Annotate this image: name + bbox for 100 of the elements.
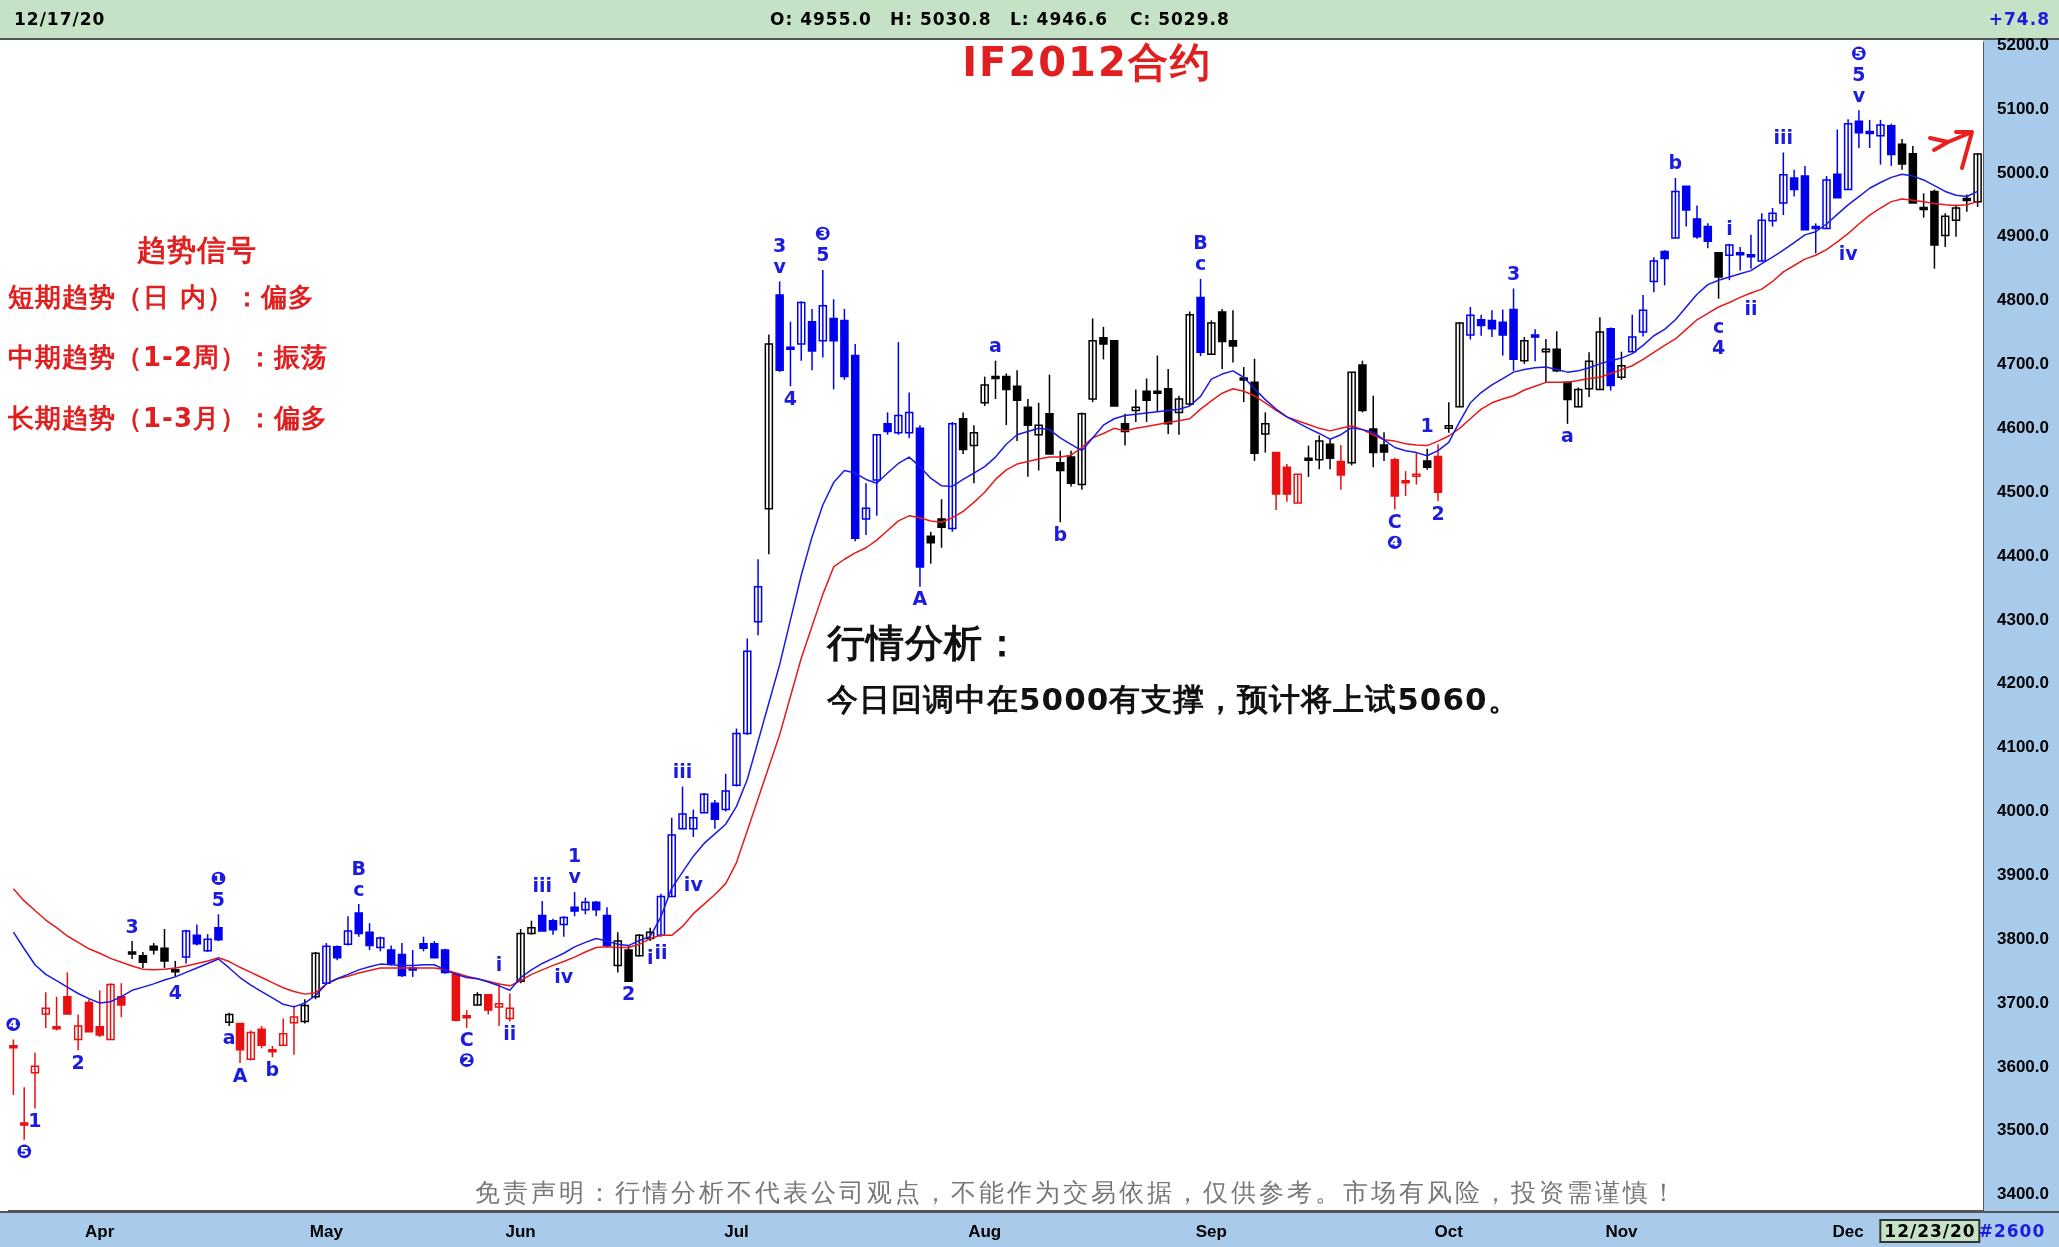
text: iv [554, 965, 574, 988]
y-tick-label: 4500.0 [1997, 481, 2049, 501]
candlestick [721, 773, 730, 813]
text: A [912, 587, 928, 610]
y-tick-label: 3900.0 [1997, 865, 2049, 885]
candlestick [1207, 319, 1216, 356]
text: 2 [71, 1050, 85, 1073]
candlestick [635, 933, 644, 958]
candlestick [743, 637, 752, 736]
text: b [1053, 522, 1068, 545]
candlestick [818, 269, 828, 359]
text: 3 v [773, 233, 787, 277]
candlestick [1649, 256, 1659, 294]
annotation: 趋势信号 [137, 232, 257, 269]
y-tick-label: 4700.0 [1997, 354, 2049, 374]
candlestick [322, 942, 331, 985]
candlestick [1617, 350, 1626, 381]
candlestick [1185, 310, 1195, 407]
text: C ❷ [458, 1028, 475, 1072]
candlestick [73, 1013, 83, 1052]
candlestick [1520, 336, 1529, 365]
text: ❹ [5, 1012, 22, 1035]
y-tick-label: 5200.0 [1997, 34, 2049, 54]
text: H: 5030.8 [890, 9, 992, 29]
candlestick [1034, 402, 1043, 472]
candlestick [1293, 473, 1302, 504]
y-tick-label: 3800.0 [1997, 928, 2049, 948]
candlestick [559, 915, 569, 938]
x-tick-label: May [309, 1222, 344, 1242]
candlestick [699, 792, 709, 814]
candlestick [516, 928, 525, 985]
candlestick [1757, 212, 1767, 262]
y-tick-label: 3500.0 [1997, 1120, 2049, 1140]
candlestick [667, 817, 676, 898]
text: C ❹ [1386, 509, 1403, 553]
candlestick [30, 1052, 40, 1110]
text: +74.8 [1988, 9, 2050, 29]
text: a [989, 334, 1002, 357]
text: O: 4955.0 [770, 9, 872, 29]
candlestick [1973, 152, 1982, 208]
y-tick-label: 4800.0 [1997, 290, 2049, 310]
y-tick-label: 4000.0 [1997, 801, 2049, 821]
candlestick [732, 727, 741, 788]
candlestick [106, 982, 115, 1041]
y-tick-label: 3700.0 [1997, 992, 2049, 1012]
annotation: 免责声明：行情分析不代表公司观点，不能作为交易依据，仅供参考。市场有风险，投资需谨慎！ [475, 1176, 1679, 1209]
annotation: 短期趋势（日 内）：偏多 [8, 280, 316, 314]
candlestick [904, 391, 914, 439]
y-tick-label: 4100.0 [1997, 737, 2049, 757]
y-tick-label: 4900.0 [1997, 226, 2049, 246]
x-tick-label: Jul [724, 1222, 749, 1242]
candlestick [948, 421, 957, 533]
text: 1 [1420, 414, 1434, 437]
chart-title: IF2012合约 [962, 37, 1212, 87]
candlestick [1843, 118, 1853, 191]
text: i [646, 945, 654, 968]
text: #2600 [1978, 1221, 2046, 1241]
candlestick [1574, 386, 1583, 409]
candlestick [1131, 388, 1141, 423]
candlestick [1077, 411, 1087, 491]
text: B c [1193, 231, 1208, 275]
text: 4 [783, 386, 798, 409]
annotation: 中期趋势（1-2周）：振荡 [8, 340, 328, 374]
text: 1 v [567, 844, 582, 888]
candlestick [969, 424, 979, 485]
x-tick-label: Nov [1605, 1222, 1639, 1242]
text: iv [683, 873, 703, 896]
text: ❺ 5 v [1850, 41, 1867, 106]
candlestick [1174, 395, 1184, 436]
candlestick [1638, 294, 1648, 338]
text: L: 4946.6 [1010, 9, 1109, 29]
text: ❶ 5 [210, 866, 227, 910]
text: a [1561, 424, 1574, 447]
text: B c [351, 856, 366, 900]
text: C: 5029.8 [1130, 9, 1230, 29]
candlestick [613, 931, 623, 974]
candlestick [980, 375, 989, 407]
candlestick [1768, 207, 1777, 228]
text: i [1726, 217, 1733, 240]
text: A [232, 1063, 248, 1086]
text: iii [672, 760, 693, 783]
text: iii [1773, 125, 1794, 148]
candlestick [1779, 151, 1788, 216]
candlestick [753, 558, 763, 636]
candlestick [1541, 338, 1551, 384]
candlestick [796, 300, 806, 362]
annotation: 长期趋势（1-3月）：偏多 [8, 401, 328, 435]
x-tick-label: Jun [505, 1222, 536, 1242]
candlestick [278, 1017, 288, 1047]
y-tick-label: 3600.0 [1997, 1056, 2049, 1076]
text: c 4 [1711, 315, 1726, 359]
candlestick [1725, 243, 1734, 281]
candlestick [41, 991, 51, 1029]
x-tick-label: Aug [968, 1222, 1002, 1242]
candlestick [1261, 411, 1270, 454]
candlestick [1412, 451, 1421, 486]
text: 3 [1506, 261, 1521, 284]
text: 2 [621, 981, 636, 1004]
text: i [495, 952, 503, 975]
x-tick-label: Oct [1434, 1222, 1464, 1242]
